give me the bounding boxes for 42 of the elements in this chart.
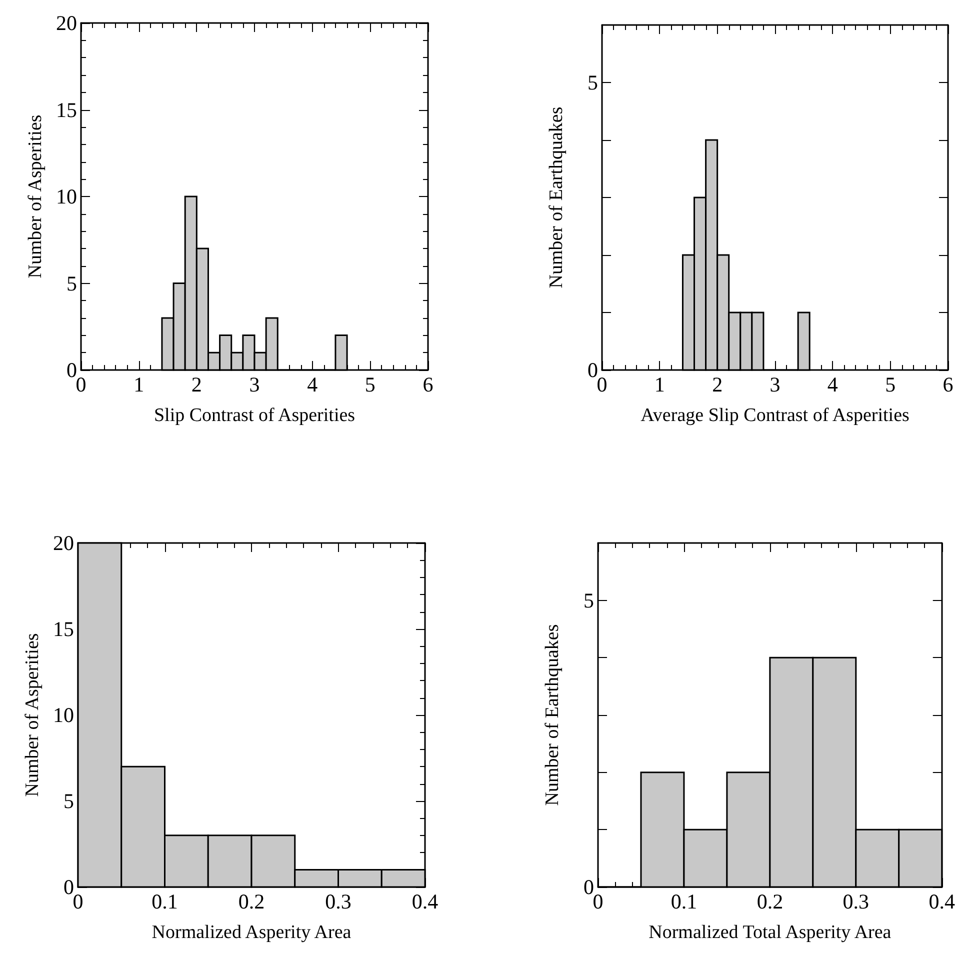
y-axis-title: Number of Earthquakes [546,106,567,288]
x-tick-label: 0.2 [238,890,265,914]
x-tick-label: 0.3 [842,890,870,914]
y-tick-label: 10 [53,703,74,727]
y-axis-title: Number of Asperities [22,633,43,797]
x-tick-label: 0.2 [756,890,784,914]
x-tick-label: 3 [249,372,260,396]
x-tick-label: 0.4 [412,890,439,914]
x-tick-label: 6 [942,372,954,396]
y-tick-label: 15 [56,98,77,122]
y-tick-label: 5 [584,588,594,612]
y-tick-label: 0 [584,875,594,899]
x-tick-label: 2 [712,372,723,396]
y-tick-label: 0 [64,875,74,899]
y-tick-label: 5 [588,70,598,94]
y-tick-label: 0 [66,358,77,382]
y-tick-label: 20 [56,11,77,35]
y-tick-label: 10 [56,184,77,208]
y-tick-label: 5 [66,271,77,296]
x-tick-label: 4 [307,372,318,396]
y-tick-label: 15 [53,617,74,641]
x-axis-title: Average Slip Contrast of Asperities [640,405,910,426]
x-tick-label: 6 [422,372,434,396]
x-axis-title: Normalized Total Asperity Area [648,922,892,943]
x-tick-label: 5 [885,372,896,396]
y-tick-label: 5 [64,789,74,813]
x-tick-label: 4 [827,372,838,396]
x-tick-label: 0.4 [928,890,956,914]
y-tick-label: 0 [588,358,598,382]
x-axis-title: Normalized Asperity Area [152,922,352,943]
x-tick-label: 3 [770,372,780,396]
y-axis-title: Number of Earthquakes [542,624,563,806]
y-tick-label: 20 [53,531,74,555]
x-tick-label: 0.1 [152,890,178,914]
x-tick-label: 1 [654,372,665,396]
x-axis-title: Slip Contrast of Asperities [154,405,356,426]
x-tick-label: 5 [364,372,376,396]
y-axis-title: Number of Asperities [25,114,46,278]
x-tick-label: 0.1 [670,890,698,914]
x-tick-label: 2 [191,372,202,396]
x-tick-label: 0.3 [325,890,352,914]
x-tick-label: 1 [134,372,144,396]
